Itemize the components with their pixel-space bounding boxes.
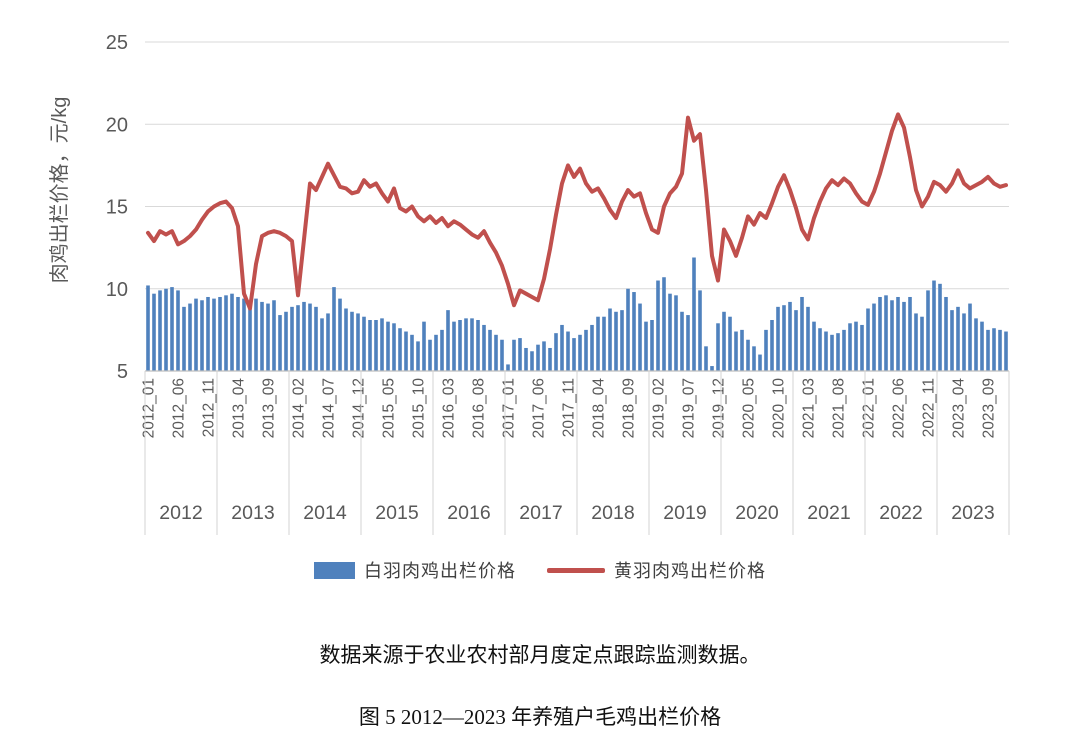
svg-text:2019_12: 2019_12: [711, 378, 728, 438]
svg-text:2013_04: 2013_04: [231, 378, 248, 439]
svg-text:20: 20: [106, 114, 128, 136]
svg-text:5: 5: [117, 361, 128, 383]
y-axis-tick-labels: 5 10 15 20 25: [106, 32, 128, 383]
svg-text:2012_11: 2012_11: [201, 378, 218, 437]
svg-text:10: 10: [106, 279, 128, 301]
svg-text:2018_09: 2018_09: [621, 378, 638, 438]
svg-text:2016: 2016: [447, 502, 490, 524]
svg-text:2021: 2021: [807, 502, 850, 524]
bar-series-white-broiler: [146, 257, 1008, 371]
svg-text:2020_05: 2020_05: [741, 378, 758, 438]
svg-text:2012: 2012: [159, 502, 202, 524]
svg-text:2019_02: 2019_02: [651, 378, 668, 438]
svg-text:2014_02: 2014_02: [291, 378, 308, 438]
legend-line-swatch: [547, 567, 605, 573]
svg-text:2022_06: 2022_06: [891, 378, 908, 438]
svg-text:2023_09: 2023_09: [981, 378, 998, 438]
svg-text:15: 15: [106, 197, 128, 219]
svg-text:2013: 2013: [231, 502, 274, 524]
svg-text:2016_08: 2016_08: [471, 378, 488, 438]
svg-text:2014_07: 2014_07: [321, 378, 338, 438]
svg-text:2015_05: 2015_05: [381, 378, 398, 438]
svg-text:2019_07: 2019_07: [681, 378, 698, 438]
legend-bar-swatch: [314, 561, 355, 579]
svg-text:2017: 2017: [519, 502, 562, 524]
svg-text:25: 25: [106, 32, 128, 54]
figure-title: 图 5 2012—2023 年养殖户毛鸡出栏价格: [358, 705, 722, 729]
svg-text:2013_09: 2013_09: [261, 378, 278, 438]
x-axis-tick-labels: 2012_01 2012_06 2012_11 2013_04 2013_09 2014_…: [141, 378, 998, 439]
year-axis-labels: 2012 2013 2014 2015 2016 2017 2018 2019 2020 2021…: [144, 371, 1010, 535]
svg-text:2022: 2022: [879, 502, 922, 524]
svg-text:2017_11: 2017_11: [561, 378, 578, 437]
y-axis-title: 肉鸡出栏价格，元/kg: [48, 97, 71, 284]
svg-text:2014_12: 2014_12: [351, 378, 368, 438]
line-series-yellow-broiler: [146, 112, 1008, 311]
svg-text:2014: 2014: [303, 502, 347, 524]
legend-line-label: 黄羽肉鸡出栏价格: [614, 561, 766, 581]
svg-text:2016_03: 2016_03: [441, 378, 458, 438]
svg-text:2015: 2015: [375, 502, 419, 524]
svg-text:2022_01: 2022_01: [861, 378, 878, 438]
svg-text:2019: 2019: [663, 502, 706, 524]
data-source-note: 数据来源于农业农村部月度定点跟踪监测数据。: [319, 643, 761, 667]
svg-text:2021_08: 2021_08: [831, 378, 848, 438]
svg-text:2018_04: 2018_04: [591, 378, 608, 439]
svg-text:2017_01: 2017_01: [501, 378, 518, 438]
chart-legend: 白羽肉鸡出栏价格 黄羽肉鸡出栏价格: [0, 557, 1080, 583]
svg-text:2012_06: 2012_06: [171, 378, 188, 438]
svg-text:2022_11: 2022_11: [921, 378, 938, 437]
svg-text:2015_10: 2015_10: [411, 378, 428, 439]
svg-text:2020: 2020: [735, 502, 779, 524]
svg-text:2018: 2018: [591, 502, 634, 524]
svg-text:2012_01: 2012_01: [141, 378, 158, 438]
svg-text:2021_03: 2021_03: [801, 378, 818, 438]
svg-text:2020_10: 2020_10: [771, 378, 788, 439]
svg-text:2023_04: 2023_04: [951, 378, 968, 439]
legend-bar-label: 白羽肉鸡出栏价格: [364, 561, 516, 581]
svg-text:2023: 2023: [951, 502, 994, 524]
svg-text:2017_06: 2017_06: [531, 378, 548, 438]
